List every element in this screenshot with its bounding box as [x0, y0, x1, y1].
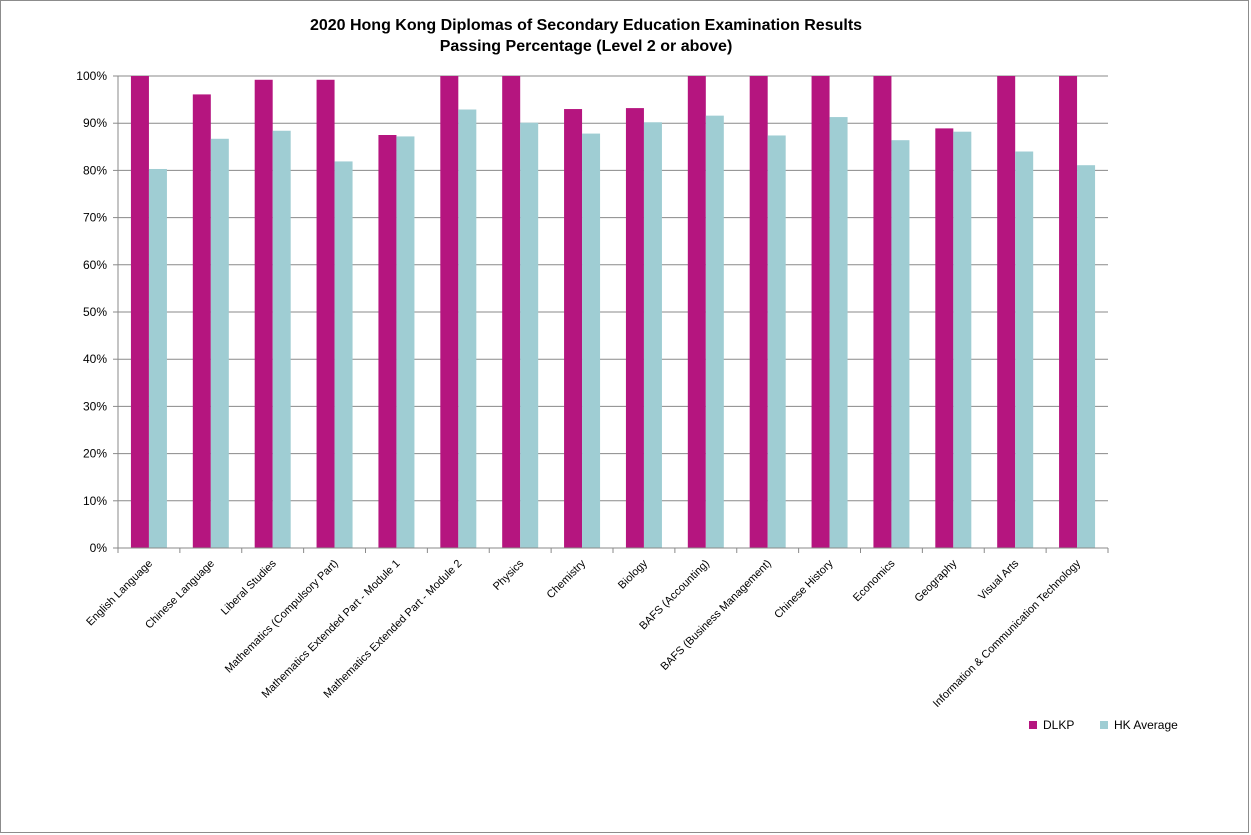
legend-item-dlkp: DLKP — [1029, 718, 1074, 732]
chart-subtitle: Passing Percentage (Level 2 or above) — [439, 38, 733, 55]
bar-dlkp — [935, 128, 954, 548]
x-category-label: Chinese History — [772, 557, 836, 621]
bar-hk-average — [891, 140, 910, 548]
bar-hk-average — [1015, 151, 1034, 548]
bar-dlkp — [1059, 76, 1078, 548]
bar-dlkp — [811, 76, 830, 548]
legend-item-hk-average: HK Average — [1100, 718, 1178, 732]
x-category-label: Mathematics Extended Part - Module 2 — [321, 558, 464, 701]
bar-hk-average — [396, 136, 415, 548]
bar-dlkp — [378, 135, 397, 548]
bar-dlkp — [440, 76, 459, 548]
x-category-label: Biology — [616, 557, 650, 591]
y-tick-label: 60% — [83, 258, 107, 272]
bar-dlkp — [997, 76, 1016, 548]
bar-dlkp — [192, 94, 211, 549]
x-category-label: Chinese Language — [143, 558, 217, 632]
y-tick-label: 50% — [83, 305, 107, 319]
bar-dlkp — [254, 79, 273, 548]
bar-dlkp — [502, 76, 521, 548]
x-category-label: Chemistry — [545, 557, 589, 601]
bar-hk-average — [334, 161, 353, 548]
bar-hk-average — [767, 135, 786, 549]
x-category-label: Economics — [851, 557, 898, 604]
bar-hk-average — [272, 130, 291, 548]
y-tick-label: 70% — [83, 211, 107, 225]
y-tick-label: 20% — [83, 447, 107, 461]
bar-hk-average — [705, 115, 724, 548]
y-tick-label: 100% — [76, 69, 107, 83]
bar-dlkp — [564, 109, 583, 548]
y-tick-label: 40% — [83, 352, 107, 366]
y-tick-label: 0% — [90, 541, 108, 555]
bar-dlkp — [687, 76, 706, 548]
bar-hk-average — [458, 109, 477, 549]
x-category-label: Mathematics (Compulsory Part) — [223, 558, 341, 676]
bar-hk-average — [582, 133, 601, 549]
y-tick-label: 90% — [83, 116, 107, 130]
legend-label-dlkp: DLKP — [1043, 718, 1075, 732]
y-tick-label: 30% — [83, 399, 107, 413]
bar-dlkp — [316, 79, 335, 548]
legend-label-hk-average: HK Average — [1114, 718, 1178, 732]
bar-hk-average — [520, 122, 539, 548]
bar-hk-average — [643, 122, 662, 549]
bar-dlkp — [873, 76, 892, 548]
x-category-label: BAFS (Business Management) — [659, 558, 774, 673]
bar-dlkp — [625, 108, 644, 548]
bar-hk-average — [148, 168, 167, 548]
bar-hk-average — [210, 138, 229, 548]
bar-hk-average — [1077, 165, 1096, 548]
bar-dlkp — [130, 76, 149, 548]
x-category-label: Mathematics Extended Part - Module 1 — [260, 558, 403, 701]
legend-swatch-dlkp — [1029, 721, 1037, 729]
y-tick-label: 10% — [83, 494, 107, 508]
x-category-label: Physics — [491, 557, 527, 593]
bar-dlkp — [749, 76, 768, 548]
x-category-label: Visual Arts — [976, 557, 1021, 602]
chart-title: 2020 Hong Kong Diplomas of Secondary Edu… — [309, 17, 863, 34]
legend-swatch-hk-average — [1100, 721, 1108, 729]
x-category-label: English Language — [84, 558, 155, 629]
bar-hk-average — [953, 131, 972, 549]
x-category-label: Liberal Studies — [219, 557, 279, 617]
chart-title-block: 2020 Hong Kong Diplomas of Secondary Edu… — [1, 15, 1171, 57]
bar-hk-average — [829, 117, 848, 549]
y-tick-label: 80% — [83, 163, 107, 177]
x-category-label: Geography — [912, 557, 959, 604]
